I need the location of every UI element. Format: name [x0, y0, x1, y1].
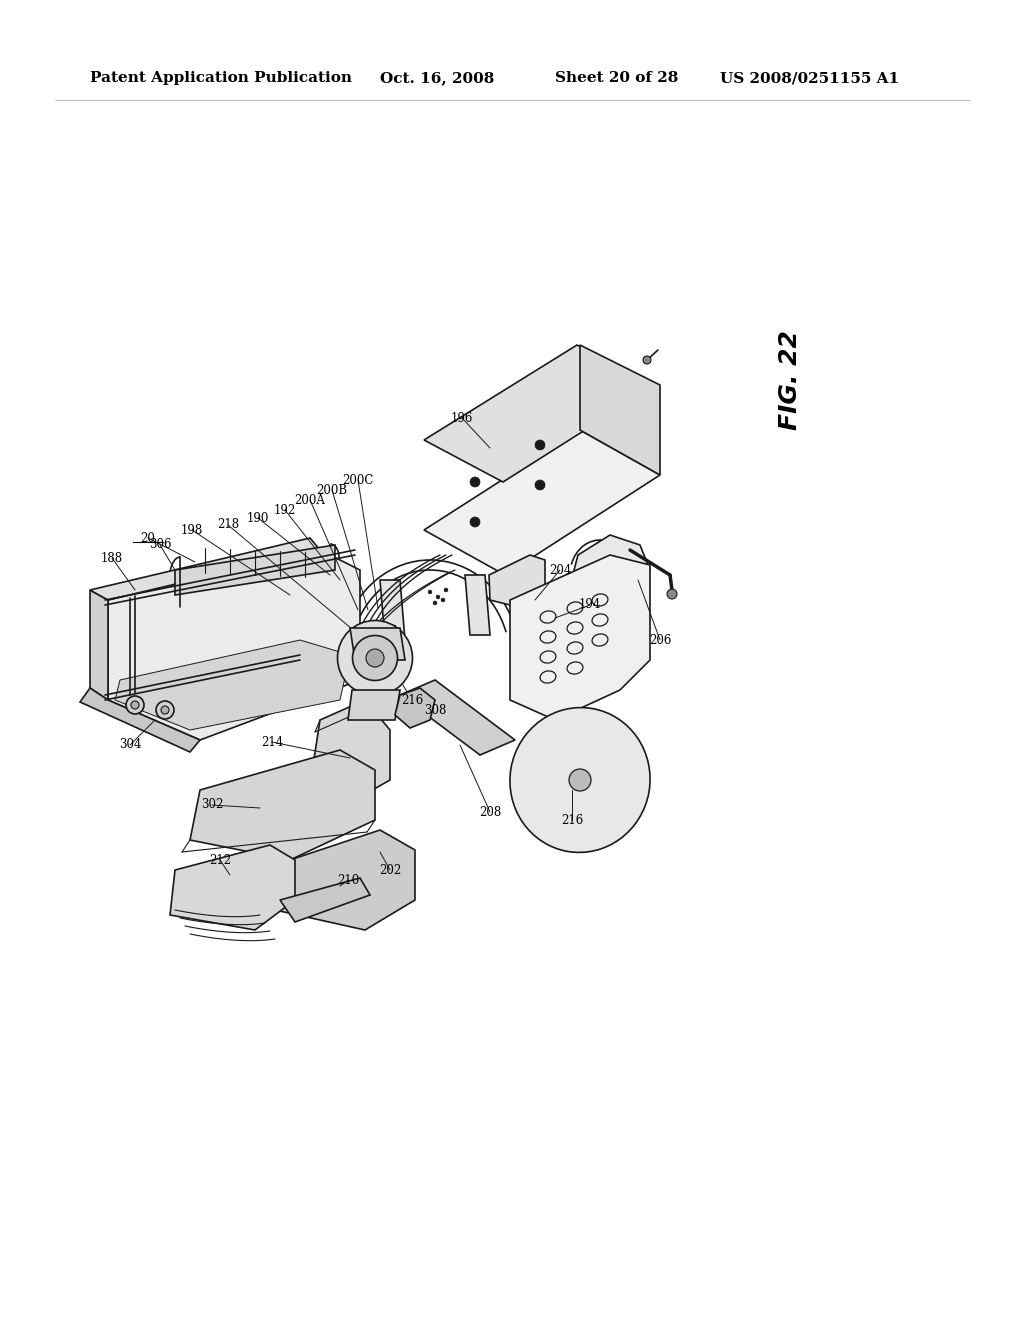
Text: 304: 304: [119, 738, 141, 751]
Polygon shape: [377, 624, 395, 639]
Ellipse shape: [535, 480, 545, 490]
Text: 216: 216: [561, 813, 583, 826]
Ellipse shape: [510, 708, 650, 853]
Ellipse shape: [444, 587, 449, 591]
Polygon shape: [115, 640, 350, 730]
Ellipse shape: [643, 356, 651, 364]
Text: 200A: 200A: [295, 494, 326, 507]
Polygon shape: [275, 830, 415, 931]
Text: 20: 20: [140, 532, 156, 544]
Text: 196: 196: [451, 412, 473, 425]
Ellipse shape: [667, 589, 677, 599]
Polygon shape: [310, 700, 390, 800]
Text: 200C: 200C: [342, 474, 374, 487]
Polygon shape: [510, 554, 650, 719]
Polygon shape: [175, 545, 335, 595]
Polygon shape: [572, 535, 650, 610]
Ellipse shape: [470, 477, 480, 487]
Ellipse shape: [131, 701, 139, 709]
Polygon shape: [348, 690, 400, 719]
Ellipse shape: [433, 601, 437, 605]
Text: 200B: 200B: [316, 483, 347, 496]
Text: 204: 204: [549, 564, 571, 577]
Text: 218: 218: [217, 519, 239, 532]
Text: 214: 214: [261, 735, 283, 748]
Polygon shape: [465, 576, 490, 635]
Text: 212: 212: [209, 854, 231, 866]
Polygon shape: [355, 630, 373, 644]
Polygon shape: [170, 845, 295, 931]
Text: 210: 210: [337, 874, 359, 887]
Polygon shape: [350, 628, 406, 660]
Text: 306: 306: [148, 539, 171, 552]
Polygon shape: [90, 590, 108, 700]
Ellipse shape: [441, 598, 445, 602]
Text: US 2008/0251155 A1: US 2008/0251155 A1: [720, 71, 899, 84]
Polygon shape: [90, 539, 319, 601]
Ellipse shape: [156, 701, 174, 719]
Ellipse shape: [569, 770, 591, 791]
Ellipse shape: [436, 595, 440, 599]
Text: Sheet 20 of 28: Sheet 20 of 28: [555, 71, 678, 84]
Polygon shape: [424, 430, 660, 576]
Text: 188: 188: [101, 552, 123, 565]
Text: 198: 198: [181, 524, 203, 536]
Ellipse shape: [161, 706, 169, 714]
Text: 208: 208: [479, 805, 501, 818]
Polygon shape: [108, 550, 360, 741]
Text: Oct. 16, 2008: Oct. 16, 2008: [380, 71, 495, 84]
Ellipse shape: [470, 517, 480, 527]
Ellipse shape: [352, 635, 397, 681]
Polygon shape: [190, 750, 375, 861]
Text: 202: 202: [379, 863, 401, 876]
Ellipse shape: [428, 590, 432, 594]
Polygon shape: [395, 688, 435, 729]
Text: 206: 206: [649, 634, 671, 647]
Polygon shape: [580, 345, 660, 475]
Polygon shape: [424, 345, 656, 482]
Polygon shape: [80, 688, 200, 752]
Text: 216: 216: [400, 693, 423, 706]
Text: 190: 190: [247, 511, 269, 524]
Text: 194: 194: [579, 598, 601, 611]
Polygon shape: [280, 878, 370, 921]
Ellipse shape: [338, 620, 413, 696]
Text: 302: 302: [201, 799, 223, 812]
Ellipse shape: [535, 440, 545, 450]
Polygon shape: [489, 554, 545, 605]
Ellipse shape: [126, 696, 144, 714]
Ellipse shape: [366, 649, 384, 667]
Text: 308: 308: [424, 704, 446, 717]
Polygon shape: [380, 579, 406, 640]
Text: 192: 192: [273, 503, 296, 516]
Text: FIG. 22: FIG. 22: [778, 330, 802, 430]
Polygon shape: [400, 680, 515, 755]
Text: Patent Application Publication: Patent Application Publication: [90, 71, 352, 84]
